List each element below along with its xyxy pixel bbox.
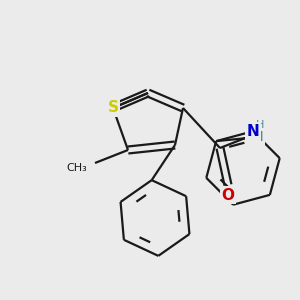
Text: H: H (256, 120, 264, 130)
Text: N: N (247, 124, 259, 139)
Text: CH₃: CH₃ (66, 163, 87, 173)
Text: O: O (221, 188, 235, 202)
Text: N: N (252, 130, 264, 144)
Text: S: S (107, 100, 118, 116)
